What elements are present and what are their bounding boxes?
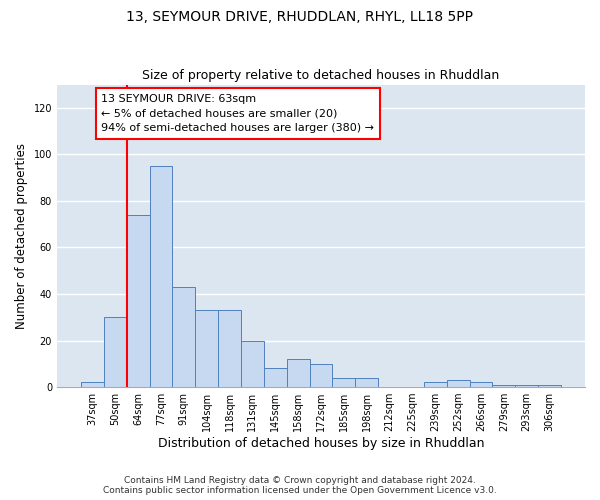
Bar (81, 382, 104, 387)
Bar (538, 385, 561, 387)
Bar (172, 287, 195, 387)
Bar (493, 385, 515, 387)
Bar (515, 385, 538, 387)
Bar (149, 166, 172, 387)
Title: Size of property relative to detached houses in Rhuddlan: Size of property relative to detached ho… (142, 69, 500, 82)
Text: Contains HM Land Registry data © Crown copyright and database right 2024.
Contai: Contains HM Land Registry data © Crown c… (103, 476, 497, 495)
Y-axis label: Number of detached properties: Number of detached properties (15, 143, 28, 329)
Bar (310, 364, 332, 387)
Bar (127, 215, 149, 387)
Bar (195, 310, 218, 387)
Bar (264, 368, 287, 387)
Bar (287, 359, 310, 387)
Bar (104, 318, 127, 387)
Bar (332, 378, 355, 387)
Text: 13, SEYMOUR DRIVE, RHUDDLAN, RHYL, LL18 5PP: 13, SEYMOUR DRIVE, RHUDDLAN, RHYL, LL18 … (127, 10, 473, 24)
X-axis label: Distribution of detached houses by size in Rhuddlan: Distribution of detached houses by size … (158, 437, 484, 450)
Bar (424, 382, 446, 387)
Bar (470, 382, 493, 387)
Text: 13 SEYMOUR DRIVE: 63sqm
← 5% of detached houses are smaller (20)
94% of semi-det: 13 SEYMOUR DRIVE: 63sqm ← 5% of detached… (101, 94, 374, 134)
Bar (241, 340, 264, 387)
Bar (355, 378, 378, 387)
Bar (446, 380, 470, 387)
Bar (218, 310, 241, 387)
